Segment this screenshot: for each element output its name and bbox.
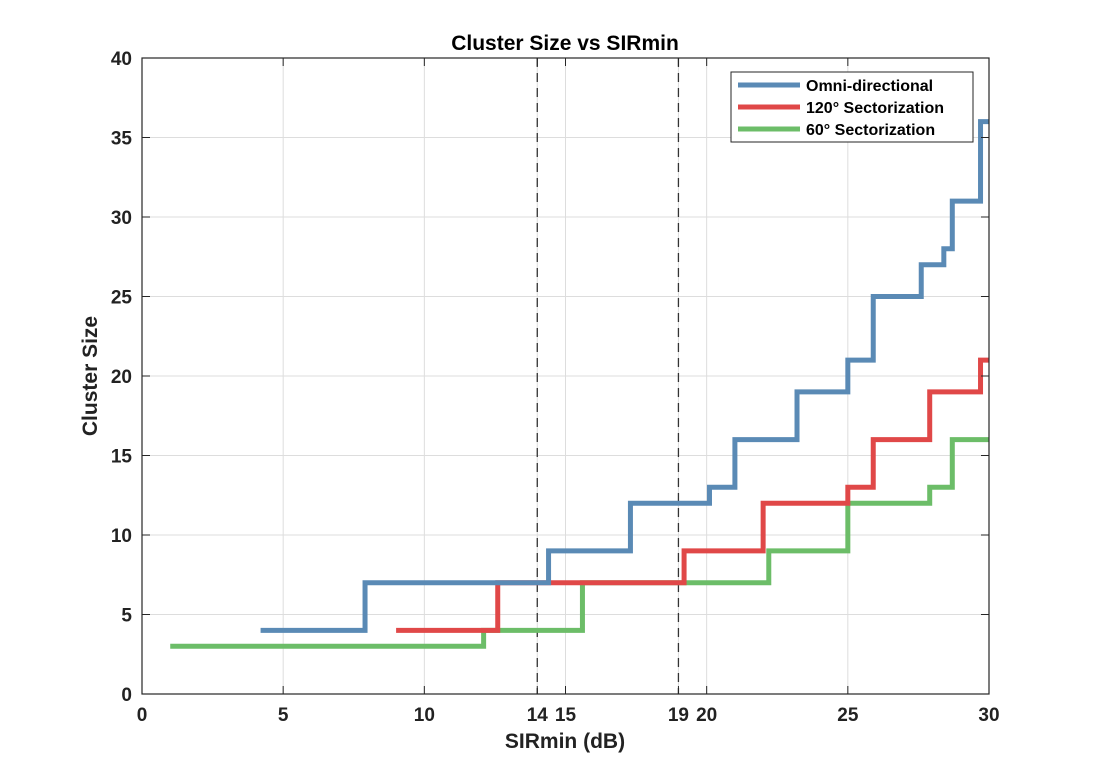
series-line-omni-directional — [260, 119, 989, 633]
y-axis-title: Cluster Size — [79, 316, 102, 436]
series-line-120-sectorization — [396, 357, 989, 633]
series-group — [170, 119, 989, 649]
x-axis-title: SIRmin (dB) — [505, 730, 625, 753]
x-tick-label: 25 — [837, 705, 859, 726]
legend-label-omni: Omni-directional — [806, 78, 933, 95]
x-tick-labels: 0 5 10 14 15 19 20 25 30 — [137, 705, 1000, 726]
x-tick-label: 5 — [278, 705, 289, 726]
y-tick-label: 30 — [111, 208, 132, 229]
x-tick-label: 14 — [527, 705, 549, 726]
x-tick-label: 19 — [668, 705, 689, 726]
legend-label-120: 120° Sectorization — [806, 100, 944, 117]
y-tick-labels: 0 5 10 15 20 25 30 35 40 — [111, 49, 133, 706]
legend: Omni-directional 120° Sectorization 60° … — [730, 71, 974, 143]
x-tick-label: 0 — [137, 705, 148, 726]
x-tick-label: 15 — [555, 705, 577, 726]
y-tick-label: 15 — [111, 447, 133, 468]
y-tick-label: 10 — [111, 526, 132, 547]
legend-label-60: 60° Sectorization — [806, 122, 935, 139]
y-tick-label: 25 — [111, 288, 133, 309]
x-tick-label: 20 — [696, 705, 717, 726]
chart-title: Cluster Size vs SIRmin — [451, 32, 679, 55]
reference-lines — [536, 58, 680, 694]
y-tick-label: 0 — [121, 685, 132, 706]
y-tick-label: 35 — [111, 129, 133, 150]
y-tick-label: 40 — [111, 49, 132, 70]
x-tick-label: 10 — [414, 705, 435, 726]
y-tick-label: 20 — [111, 367, 132, 388]
y-tick-label: 5 — [121, 606, 132, 627]
tick-marks — [141, 57, 990, 695]
x-tick-label: 30 — [978, 705, 999, 726]
